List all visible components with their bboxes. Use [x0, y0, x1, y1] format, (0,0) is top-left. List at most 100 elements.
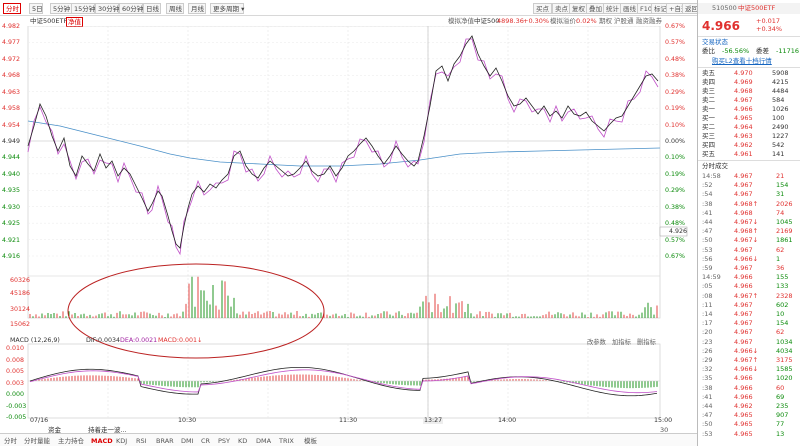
bottom-tab-position[interactable]: 主力持仓: [58, 437, 84, 445]
tab-5day[interactable]: 5日: [29, 3, 43, 14]
asks-row[interactable]: 卖三 4.968 4484: [698, 87, 800, 96]
bottom-tab-trix[interactable]: TRIX: [279, 437, 294, 445]
tick-time: :44: [702, 218, 713, 226]
tick-price: 4.967: [734, 300, 753, 309]
change-params-button[interactable]: 改参数: [587, 339, 606, 346]
pct-axis-label: 0.00%: [665, 138, 686, 145]
tick-row: :08 4.967↑ 2328: [698, 292, 800, 301]
time-label-1130: 11:30: [339, 417, 358, 424]
bottom-tab-rsi[interactable]: RSI: [136, 437, 147, 445]
iopv-line: [27, 38, 659, 256]
bids-row[interactable]: 买一 4.965 100: [698, 114, 800, 123]
tick-time: :50: [702, 236, 713, 245]
tick-row: :41 4.968 74: [698, 209, 800, 218]
asks-row[interactable]: 卖四 4.969 4215: [698, 78, 800, 87]
tick-volume: 13: [776, 429, 785, 438]
tick-time: :14: [702, 310, 713, 318]
asks-row[interactable]: 卖二 4.967 584: [698, 96, 800, 105]
tick-price: 4.967: [734, 190, 753, 199]
tick-price: 4.967: [734, 319, 753, 328]
price-axis-label: 4.940: [2, 170, 21, 178]
tick-price: 4.967↑: [734, 356, 759, 364]
bottom-tab-brar[interactable]: BRAR: [156, 437, 174, 445]
tick-volume: 60: [776, 383, 785, 392]
bottom-tab-template[interactable]: 模板: [304, 437, 317, 445]
tick-price: 4.962: [734, 402, 753, 410]
bids-row[interactable]: 买二 4.964 2490: [698, 123, 800, 132]
bottom-tab-intraday[interactable]: 分时: [4, 437, 17, 445]
pct-axis-label: 0.38%: [665, 72, 686, 80]
time-label-cursor: 13:27: [423, 417, 444, 424]
pct-axis-label: 0.29%: [665, 187, 686, 195]
tick-price: 4.967↑: [734, 291, 759, 300]
tick-volume: 36: [776, 264, 785, 272]
tick-row: :53 4.965 13: [698, 430, 800, 439]
tab-weekly[interactable]: 周线: [166, 3, 184, 14]
intraday-chart[interactable]: 4.926 60326 45186 30124 15062 MACD (12,2…: [0, 23, 697, 426]
average-price-line: [27, 120, 661, 167]
tab-monthly[interactable]: 月线: [188, 3, 206, 14]
order-price: 4.970: [734, 69, 753, 77]
current-price-tag-box: [659, 226, 688, 237]
bottom-tab-funds[interactable]: 资金: [48, 426, 61, 434]
order-volume: 5908: [772, 69, 789, 77]
order-volume: 141: [772, 150, 785, 158]
price-axis-label: 4.935: [2, 187, 21, 195]
tick-price: 4.968: [734, 208, 753, 217]
add-indicator-button[interactable]: 加指标: [612, 339, 631, 346]
macd-value: MACD:0.001↓: [158, 337, 203, 344]
tab-30min[interactable]: 30分钟: [95, 3, 119, 14]
bottom-tab-volume[interactable]: 分时量能: [24, 437, 50, 445]
hold-note: 持着走一波...: [88, 426, 127, 434]
index-change: +0.30%: [523, 17, 550, 25]
tick-price: 4.968↑: [734, 227, 759, 236]
bottom-tab-dmi[interactable]: DMI: [181, 437, 194, 445]
tick-row: :38 4.968↑ 2026: [698, 200, 800, 209]
tab-more-periods[interactable]: 更多周期 ▾: [210, 3, 244, 14]
tick-price: 4.968↑: [734, 199, 759, 208]
tick-volume: 10: [776, 310, 785, 318]
l2-upgrade-link[interactable]: 购买L2查看十档行情: [712, 57, 772, 65]
bottom-tab-kdj[interactable]: KDJ: [116, 437, 128, 445]
bottom-tab-psy[interactable]: PSY: [218, 437, 231, 445]
order-price: 4.965: [734, 114, 753, 122]
zoom-scale[interactable]: 30: [660, 426, 669, 434]
tab-60min[interactable]: 60分钟: [119, 3, 143, 14]
tick-time: :53: [702, 245, 713, 254]
tick-volume: 1585: [776, 365, 793, 374]
volume-axis-1: 45186: [10, 290, 31, 297]
tick-row: :29 4.967↑ 3175: [698, 356, 800, 365]
delete-indicator-button[interactable]: 删指标: [637, 339, 656, 346]
pct-axis-label: 0.29%: [665, 88, 686, 96]
bids-row[interactable]: 买五 4.961 141: [698, 150, 800, 159]
bottom-tab-dma[interactable]: DMA: [256, 437, 272, 445]
bids-row[interactable]: 买三 4.963 1227: [698, 132, 800, 141]
tab-15min[interactable]: 15分钟: [71, 3, 95, 14]
tick-time: :54: [702, 190, 713, 199]
bids-row[interactable]: 买四 4.962 542: [698, 141, 800, 150]
bottom-tab-cr[interactable]: CR: [201, 437, 211, 445]
bottom-tab-macd[interactable]: MACD: [91, 437, 113, 445]
tick-price: 4.967: [734, 172, 753, 180]
nav-tag[interactable]: 净值: [66, 17, 83, 27]
macd-title[interactable]: MACD (12,26,9): [10, 337, 60, 344]
tick-volume: 154: [776, 181, 789, 190]
buy-point-button[interactable]: 买点: [533, 3, 552, 14]
tick-row: 14:59 4.966 155: [698, 273, 800, 282]
order-volume: 542: [772, 141, 785, 149]
current-price-tag: 4.926: [669, 228, 688, 235]
tick-time: :41: [702, 208, 713, 217]
order-price: 4.966: [734, 105, 753, 113]
tab-daily[interactable]: 日线: [143, 3, 161, 14]
order-volume: 100: [772, 114, 785, 122]
macd-axis-label: 0.005: [6, 368, 25, 375]
volume-axis-2: 30124: [10, 306, 31, 313]
bottom-tab-kd[interactable]: KD: [238, 437, 248, 445]
asks-row[interactable]: 卖一 4.966 1026: [698, 105, 800, 114]
tick-price: 4.966↓: [734, 254, 759, 263]
asks-row[interactable]: 卖五 4.970 5908: [698, 69, 800, 78]
tab-intraday[interactable]: 分时: [3, 3, 21, 14]
tick-row: :52 4.967 154: [698, 181, 800, 190]
tick-time: :59: [702, 264, 713, 272]
tab-5min[interactable]: 5分钟: [50, 3, 72, 14]
